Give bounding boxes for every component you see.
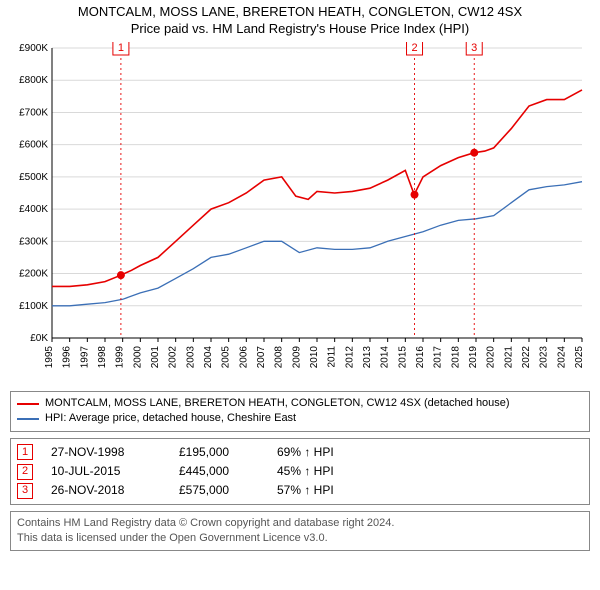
sale-markers-table: 1 27-NOV-1998 £195,000 69% ↑ HPI 2 10-JUL-201…	[10, 438, 590, 506]
svg-text:2004: 2004	[203, 346, 214, 369]
svg-text:2019: 2019	[468, 346, 479, 369]
svg-text:2002: 2002	[168, 346, 179, 369]
svg-text:2021: 2021	[503, 346, 514, 369]
svg-text:2017: 2017	[433, 346, 444, 369]
svg-text:2006: 2006	[238, 346, 249, 369]
svg-text:£900K: £900K	[19, 43, 48, 54]
legend-row-0: MONTCALM, MOSS LANE, BRERETON HEATH, CON…	[17, 396, 583, 411]
marker-price: £195,000	[179, 443, 259, 462]
svg-text:2022: 2022	[521, 346, 532, 369]
svg-text:£500K: £500K	[19, 172, 48, 183]
svg-text:2020: 2020	[486, 346, 497, 369]
marker-badge: 1	[17, 444, 33, 460]
svg-text:2014: 2014	[380, 346, 391, 369]
svg-text:2005: 2005	[221, 346, 232, 369]
attribution: Contains HM Land Registry data © Crown c…	[10, 511, 590, 551]
legend-label: MONTCALM, MOSS LANE, BRERETON HEATH, CON…	[45, 396, 510, 411]
marker-table-row-2: 2 10-JUL-2015 £445,000 45% ↑ HPI	[17, 462, 583, 481]
svg-text:2015: 2015	[397, 346, 408, 369]
svg-text:2025: 2025	[574, 346, 585, 369]
svg-text:£600K: £600K	[19, 140, 48, 151]
marker-vs-hpi: 69% ↑ HPI	[277, 443, 334, 462]
svg-text:2012: 2012	[344, 346, 355, 369]
legend: MONTCALM, MOSS LANE, BRERETON HEATH, CON…	[10, 391, 590, 432]
marker-badge: 3	[17, 483, 33, 499]
svg-text:£100K: £100K	[19, 301, 48, 312]
sale-marker-dot-3	[470, 149, 478, 157]
svg-text:£300K: £300K	[19, 236, 48, 247]
svg-text:£0K: £0K	[30, 333, 48, 344]
marker-price: £575,000	[179, 481, 259, 500]
title-line2: Price paid vs. HM Land Registry's House …	[10, 21, 590, 36]
chart-title-block: MONTCALM, MOSS LANE, BRERETON HEATH, CON…	[0, 0, 600, 38]
marker-date: 26-NOV-2018	[51, 481, 161, 500]
marker-table-row-1: 1 27-NOV-1998 £195,000 69% ↑ HPI	[17, 443, 583, 462]
series-hpi	[52, 182, 582, 306]
marker-table-row-3: 3 26-NOV-2018 £575,000 57% ↑ HPI	[17, 481, 583, 500]
svg-text:2000: 2000	[132, 346, 143, 369]
series-property	[52, 90, 582, 287]
sale-marker-badge-3: 3	[471, 42, 477, 54]
marker-date: 27-NOV-1998	[51, 443, 161, 462]
svg-text:2023: 2023	[539, 346, 550, 369]
legend-swatch	[17, 403, 39, 405]
svg-text:2018: 2018	[450, 346, 461, 369]
marker-vs-hpi: 57% ↑ HPI	[277, 481, 334, 500]
svg-text:2008: 2008	[274, 346, 285, 369]
legend-row-1: HPI: Average price, detached house, Ches…	[17, 411, 583, 426]
sale-marker-dot-1	[117, 271, 125, 279]
line-chart-svg: £0K £100K £200K £300K £400K £500K £600K £700K £8…	[10, 42, 590, 382]
svg-text:£200K: £200K	[19, 269, 48, 280]
title-line1: MONTCALM, MOSS LANE, BRERETON HEATH, CON…	[10, 4, 590, 19]
svg-text:1996: 1996	[62, 346, 73, 369]
svg-text:2001: 2001	[150, 346, 161, 369]
svg-text:2016: 2016	[415, 346, 426, 369]
marker-date: 10-JUL-2015	[51, 462, 161, 481]
svg-text:2010: 2010	[309, 346, 320, 369]
svg-text:2009: 2009	[291, 346, 302, 369]
svg-text:1995: 1995	[44, 346, 55, 369]
sale-marker-badge-2: 2	[411, 42, 417, 54]
svg-text:1997: 1997	[79, 346, 90, 369]
svg-text:£800K: £800K	[19, 75, 48, 86]
sale-marker-badge-1: 1	[118, 42, 124, 54]
chart-area: £0K £100K £200K £300K £400K £500K £600K £700K £8…	[10, 42, 590, 385]
svg-text:£400K: £400K	[19, 204, 48, 215]
svg-text:2013: 2013	[362, 346, 373, 369]
svg-text:1999: 1999	[115, 346, 126, 369]
legend-swatch	[17, 418, 39, 420]
marker-badge: 2	[17, 464, 33, 480]
attribution-line2: This data is licensed under the Open Gov…	[17, 531, 583, 546]
svg-text:1998: 1998	[97, 346, 108, 369]
sale-marker-dot-2	[411, 191, 419, 199]
svg-text:£700K: £700K	[19, 107, 48, 118]
attribution-line1: Contains HM Land Registry data © Crown c…	[17, 516, 583, 531]
svg-text:2011: 2011	[327, 346, 338, 368]
svg-text:2007: 2007	[256, 346, 267, 369]
legend-label: HPI: Average price, detached house, Ches…	[45, 411, 296, 426]
svg-text:2024: 2024	[556, 346, 567, 369]
marker-vs-hpi: 45% ↑ HPI	[277, 462, 334, 481]
marker-price: £445,000	[179, 462, 259, 481]
svg-text:2003: 2003	[185, 346, 196, 369]
